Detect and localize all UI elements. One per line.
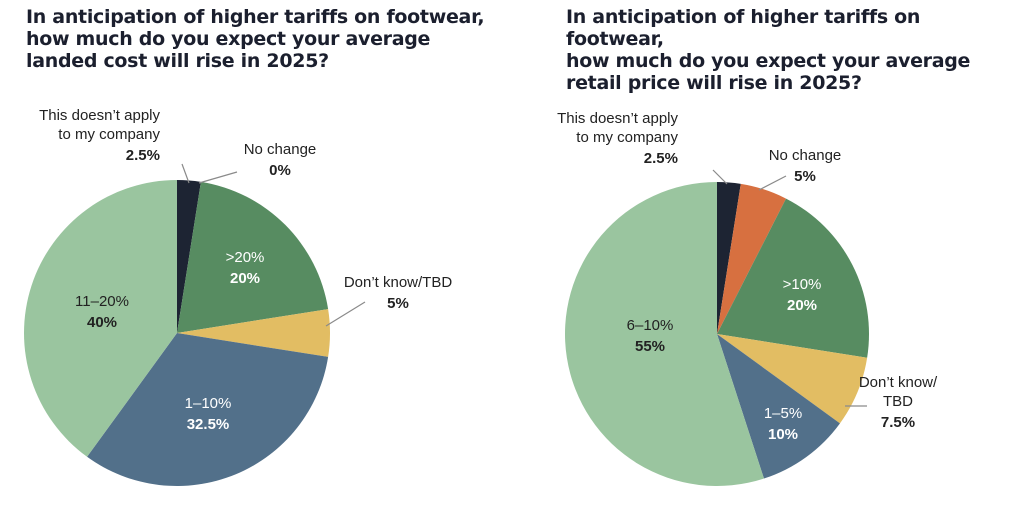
pie-slice-1-5 — [717, 334, 840, 479]
slice-value-don-t-know-tbd: 7.5% — [881, 414, 915, 431]
slice-value-this-doesn-t-apply-to-my-company: 2.5% — [644, 150, 678, 167]
slice-label-don-t-know-tbd: Don’t know/ — [859, 374, 938, 391]
slice-label-no-change: No change — [244, 141, 317, 158]
pie-slice-1-10 — [87, 333, 329, 487]
pie-slice-6-10 — [564, 182, 764, 486]
slice-label-don-t-know-tbd: Don’t know/TBD — [344, 274, 453, 291]
slice-label-this-doesn-t-apply-to-my-company: This doesn’t apply — [39, 107, 160, 124]
slice-label-1-5: 1–5% — [764, 405, 802, 422]
slice-label-11-20: 11–20% — [75, 293, 129, 310]
slice-label-this-doesn-t-apply-to-my-company: to my company — [58, 126, 160, 143]
slice-label-20: >20% — [226, 249, 265, 266]
chart-landed-cost: In anticipation of higher tariffs on foo… — [24, 6, 485, 487]
pie-chart-landed-cost: This doesn’t apply to my company 2.5% No ch… — [24, 107, 453, 487]
slice-value-don-t-know-tbd: 5% — [387, 295, 409, 312]
pie-slice-10 — [717, 198, 870, 358]
slice-value-11-20: 40% — [87, 314, 117, 331]
pie-slice-don-t-know-tbd — [717, 334, 868, 424]
slice-value-10: 20% — [787, 297, 817, 314]
slice-label-no-change: No change — [769, 147, 842, 164]
slice-label-1-10: 1–10% — [185, 395, 232, 412]
leader-line-this-doesn-t-apply-to-my-company — [181, 163, 190, 184]
slice-label-this-doesn-t-apply-to-my-company: to my company — [576, 129, 678, 146]
slice-value-no-change: 0% — [269, 162, 291, 179]
slice-value-no-change: 5% — [794, 168, 816, 185]
leader-line-no-change — [758, 175, 787, 191]
chart-retail-price: In anticipation of higher tariffs on foo… — [512, 0, 1024, 510]
pie-slice-no-change — [717, 183, 787, 334]
slice-label-don-t-know-tbd: TBD — [883, 393, 913, 410]
pie-slice-don-t-know-tbd — [177, 309, 331, 357]
pie-slice-this-doesn-t-apply-to-my-company — [177, 180, 201, 333]
slice-label-6-10: 6–10% — [627, 317, 674, 334]
chart-title-landed-cost: In anticipation of higher tariffs on foo… — [26, 6, 485, 72]
pie-slice-this-doesn-t-apply-to-my-company — [717, 182, 741, 334]
pie-slice-20 — [177, 181, 329, 333]
slice-value-this-doesn-t-apply-to-my-company: 2.5% — [126, 147, 160, 164]
leader-line-this-doesn-t-apply-to-my-company — [712, 169, 728, 185]
pie-chart-retail-price: This doesn’t apply to my company 2.5% No ch… — [557, 110, 938, 486]
slice-label-10: >10% — [783, 276, 822, 293]
slice-value-6-10: 55% — [635, 338, 665, 355]
slice-value-20: 20% — [230, 270, 260, 287]
leader-line-no-change — [198, 171, 238, 184]
slice-value-1-10: 32.5% — [187, 416, 230, 433]
slice-value-1-5: 10% — [768, 426, 798, 443]
chart-title-retail-price: In anticipation of higher tariffs on foo… — [566, 6, 971, 94]
pie-slice-11-20 — [24, 180, 178, 457]
slice-label-this-doesn-t-apply-to-my-company: This doesn’t apply — [557, 110, 678, 127]
leader-line-don-t-know-tbd — [325, 301, 366, 327]
